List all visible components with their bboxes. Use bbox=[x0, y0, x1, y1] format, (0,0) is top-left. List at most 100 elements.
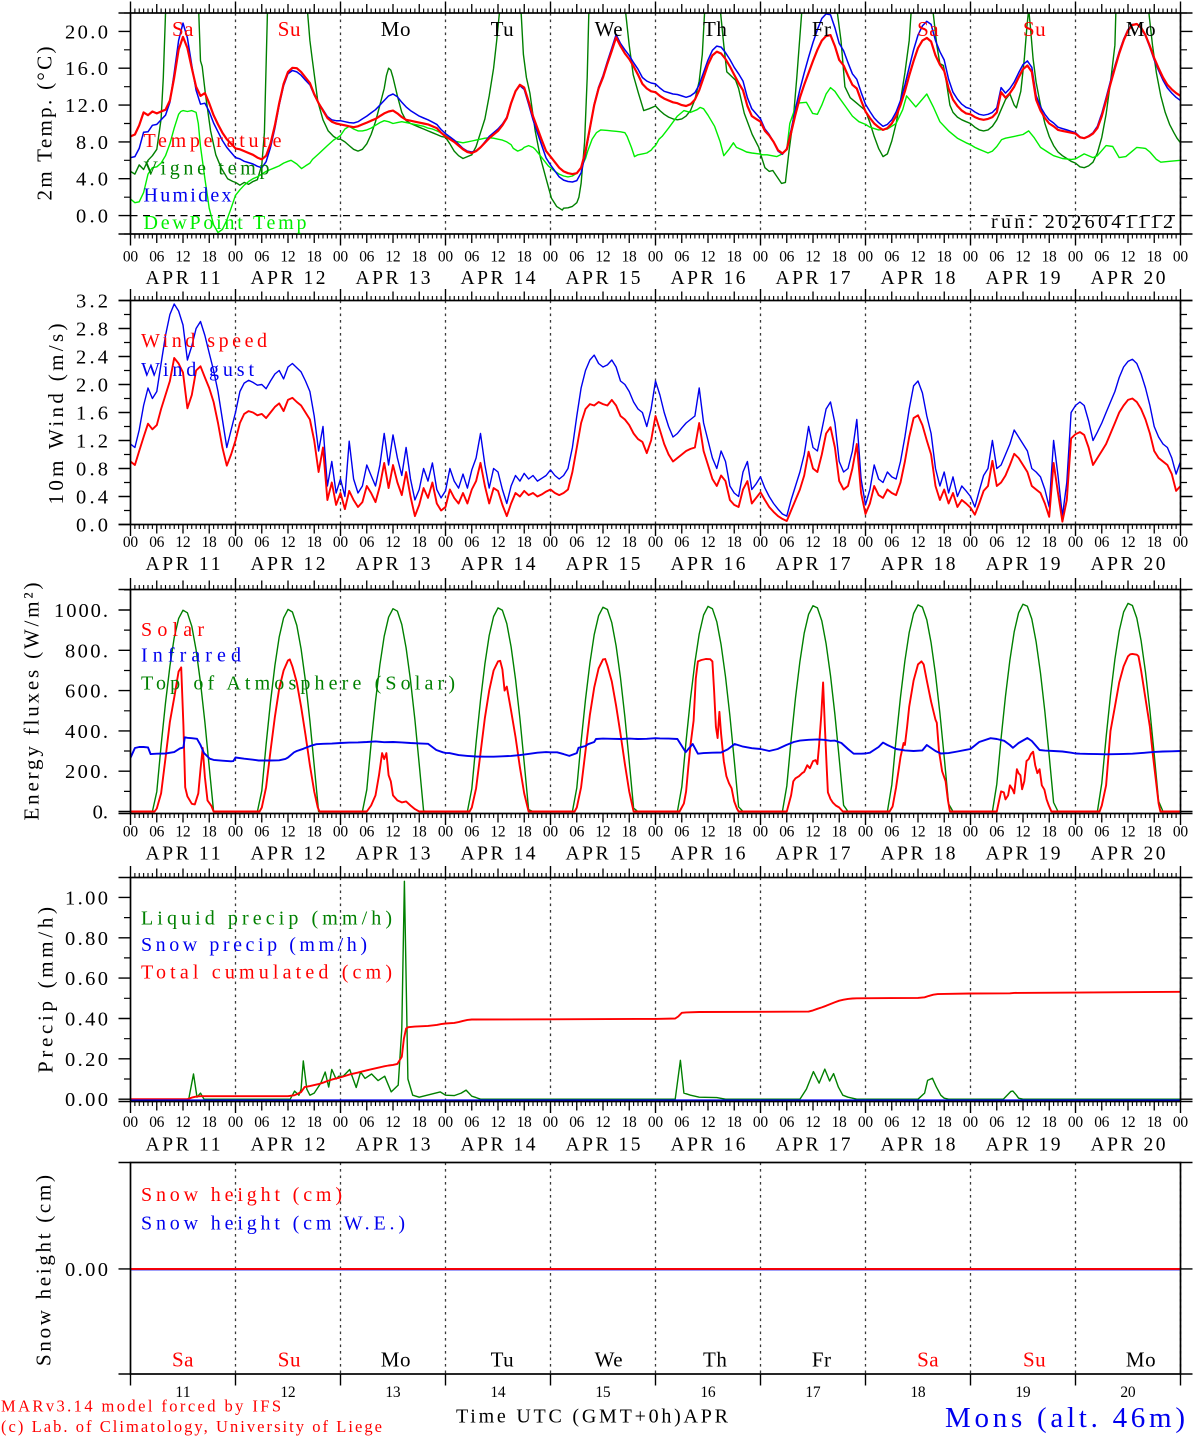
svg-text:00: 00 bbox=[123, 534, 138, 551]
svg-text:MARv3.14 model forced by IFS: MARv3.14 model forced by IFS bbox=[1, 1397, 281, 1416]
svg-text:00: 00 bbox=[648, 1114, 663, 1131]
svg-text:06: 06 bbox=[569, 534, 584, 551]
svg-text:12: 12 bbox=[1015, 249, 1030, 266]
svg-text:APR 17: APR 17 bbox=[776, 844, 851, 865]
svg-text:00: 00 bbox=[123, 249, 138, 266]
svg-text:06: 06 bbox=[674, 249, 689, 266]
svg-text:We: We bbox=[595, 17, 623, 41]
svg-text:Su: Su bbox=[278, 1347, 301, 1371]
svg-text:14: 14 bbox=[490, 1384, 505, 1401]
svg-text:06: 06 bbox=[1094, 249, 1109, 266]
svg-text:APR 12: APR 12 bbox=[251, 1135, 326, 1156]
svg-text:12: 12 bbox=[595, 1114, 610, 1131]
svg-text:APR 18: APR 18 bbox=[881, 554, 956, 575]
svg-text:00: 00 bbox=[963, 534, 978, 551]
svg-text:18: 18 bbox=[727, 534, 742, 551]
svg-text:18: 18 bbox=[307, 1114, 322, 1131]
svg-text:00: 00 bbox=[543, 249, 558, 266]
svg-text:APR 11: APR 11 bbox=[146, 1135, 221, 1156]
svg-text:12: 12 bbox=[700, 534, 715, 551]
svg-text:06: 06 bbox=[359, 1114, 374, 1131]
svg-text:0.80: 0.80 bbox=[65, 928, 108, 950]
svg-text:18: 18 bbox=[832, 1114, 847, 1131]
svg-text:06: 06 bbox=[1094, 824, 1109, 841]
svg-text:APR 14: APR 14 bbox=[461, 268, 536, 289]
svg-text:18: 18 bbox=[307, 534, 322, 551]
svg-text:APR 13: APR 13 bbox=[356, 554, 431, 575]
svg-text:00: 00 bbox=[543, 534, 558, 551]
svg-text:18: 18 bbox=[307, 249, 322, 266]
svg-text:18: 18 bbox=[307, 824, 322, 841]
svg-text:12: 12 bbox=[1120, 249, 1135, 266]
svg-text:00: 00 bbox=[228, 249, 243, 266]
svg-text:00: 00 bbox=[753, 534, 768, 551]
svg-text:18: 18 bbox=[727, 249, 742, 266]
svg-text:0.: 0. bbox=[93, 802, 108, 824]
svg-text:APR 16: APR 16 bbox=[671, 1135, 746, 1156]
svg-text:06: 06 bbox=[674, 1114, 689, 1131]
svg-text:18: 18 bbox=[412, 249, 427, 266]
svg-text:00: 00 bbox=[228, 1114, 243, 1131]
svg-text:APR 11: APR 11 bbox=[146, 268, 221, 289]
svg-text:00: 00 bbox=[1068, 1114, 1083, 1131]
svg-text:00: 00 bbox=[1068, 534, 1083, 551]
svg-text:8.0: 8.0 bbox=[76, 132, 108, 154]
svg-text:06: 06 bbox=[1094, 1114, 1109, 1131]
svg-text:00: 00 bbox=[123, 1114, 138, 1131]
svg-text:00: 00 bbox=[648, 249, 663, 266]
svg-text:06: 06 bbox=[359, 824, 374, 841]
svg-text:Time UTC (GMT+0h)APR: Time UTC (GMT+0h)APR bbox=[456, 1406, 729, 1428]
svg-text:12: 12 bbox=[805, 824, 820, 841]
svg-text:06: 06 bbox=[149, 1114, 164, 1131]
svg-text:2.0: 2.0 bbox=[76, 375, 108, 397]
svg-text:00: 00 bbox=[438, 824, 453, 841]
svg-text:00: 00 bbox=[123, 824, 138, 841]
svg-text:18: 18 bbox=[412, 1114, 427, 1131]
svg-text:18: 18 bbox=[937, 249, 952, 266]
svg-text:12: 12 bbox=[175, 534, 190, 551]
svg-text:12: 12 bbox=[805, 1114, 820, 1131]
svg-text:00: 00 bbox=[753, 824, 768, 841]
svg-text:11: 11 bbox=[175, 1384, 190, 1401]
svg-text:0.4: 0.4 bbox=[76, 487, 108, 509]
svg-text:15: 15 bbox=[595, 1384, 610, 1401]
svg-text:06: 06 bbox=[359, 249, 374, 266]
svg-text:APR 11: APR 11 bbox=[146, 554, 221, 575]
svg-text:APR 12: APR 12 bbox=[251, 844, 326, 865]
svg-text:APR 20: APR 20 bbox=[1091, 844, 1166, 865]
svg-text:12: 12 bbox=[595, 824, 610, 841]
svg-text:12: 12 bbox=[280, 249, 295, 266]
svg-text:18: 18 bbox=[937, 534, 952, 551]
svg-text:12: 12 bbox=[1120, 1114, 1135, 1131]
svg-text:12: 12 bbox=[805, 534, 820, 551]
svg-text:APR 12: APR 12 bbox=[251, 554, 326, 575]
svg-text:Snow height (cm): Snow height (cm) bbox=[141, 1184, 342, 1206]
svg-text:12: 12 bbox=[910, 1114, 925, 1131]
svg-text:00: 00 bbox=[228, 534, 243, 551]
svg-text:06: 06 bbox=[884, 249, 899, 266]
svg-text:18: 18 bbox=[1042, 1114, 1057, 1131]
svg-text:18: 18 bbox=[412, 534, 427, 551]
svg-text:18: 18 bbox=[622, 1114, 637, 1131]
svg-text:06: 06 bbox=[254, 824, 269, 841]
svg-text:Th: Th bbox=[703, 17, 727, 41]
svg-text:APR 16: APR 16 bbox=[671, 554, 746, 575]
svg-text:1000.: 1000. bbox=[54, 600, 108, 622]
svg-text:00: 00 bbox=[858, 249, 873, 266]
svg-text:12: 12 bbox=[910, 534, 925, 551]
svg-text:18: 18 bbox=[832, 534, 847, 551]
svg-text:APR 20: APR 20 bbox=[1091, 1135, 1166, 1156]
svg-text:18: 18 bbox=[1147, 824, 1162, 841]
svg-text:0.0: 0.0 bbox=[76, 206, 108, 228]
svg-text:06: 06 bbox=[254, 249, 269, 266]
svg-text:12: 12 bbox=[595, 534, 610, 551]
svg-text:12: 12 bbox=[175, 1114, 190, 1131]
svg-text:12: 12 bbox=[175, 249, 190, 266]
svg-text:Mo: Mo bbox=[381, 1347, 411, 1371]
svg-text:12: 12 bbox=[1015, 824, 1030, 841]
svg-text:2.4: 2.4 bbox=[76, 347, 108, 369]
svg-text:Mo: Mo bbox=[381, 17, 411, 41]
svg-text:12: 12 bbox=[700, 249, 715, 266]
svg-text:Sa: Sa bbox=[917, 1347, 939, 1371]
svg-text:06: 06 bbox=[569, 249, 584, 266]
